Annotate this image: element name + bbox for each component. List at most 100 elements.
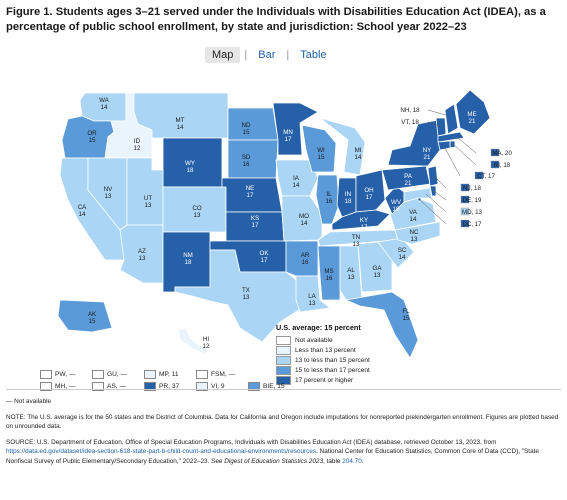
territory-swatch	[196, 381, 208, 391]
state-ak[interactable]	[57, 299, 113, 333]
territory-swatch	[92, 381, 104, 391]
state-abbr-label: NC	[410, 229, 419, 236]
state-value-label: 13	[309, 300, 316, 307]
state-abbr-label: CA	[78, 204, 87, 211]
state-value-label: 17	[285, 136, 292, 143]
state-az[interactable]	[119, 224, 164, 284]
state-abbr-label: SD	[242, 154, 251, 161]
legend-item: Not available	[276, 335, 370, 345]
state-value-label: 15	[243, 129, 250, 136]
state-abbr-label: WY	[185, 160, 195, 167]
territory-pw[interactable]: PW, —	[40, 369, 92, 379]
state-abbr-label: ME	[467, 111, 476, 118]
state-sd[interactable]	[227, 139, 279, 179]
state-abbr-label: OR	[87, 130, 97, 137]
state-value-label: 14	[301, 220, 308, 227]
callout-swatch	[474, 171, 484, 180]
state-ut[interactable]	[126, 157, 164, 226]
state-vt[interactable]	[435, 117, 447, 137]
legend-label: Not available	[295, 336, 333, 344]
territory-as[interactable]: AS, —	[92, 381, 144, 391]
source-part: .	[361, 457, 364, 465]
state-abbr-label: MN	[283, 129, 293, 136]
legend-swatch	[276, 345, 291, 355]
source-part: . National Center for Education Statisti…	[6, 448, 539, 465]
state-abbr-label: TX	[242, 287, 250, 294]
state-ky[interactable]	[331, 209, 391, 231]
state-la[interactable]	[295, 275, 331, 313]
territory-mh[interactable]: MH, —	[40, 381, 92, 391]
territory-label: MP, 11	[159, 370, 179, 378]
state-nc[interactable]	[394, 221, 441, 245]
state-me[interactable]	[455, 89, 491, 135]
state-ri[interactable]	[449, 140, 456, 149]
state-abbr-label: NE	[246, 185, 255, 192]
callout-label: CT, 17	[477, 173, 495, 180]
state-abbr-label: KY	[360, 217, 368, 224]
callout-swatch	[490, 148, 500, 157]
state-wi[interactable]	[301, 124, 337, 173]
state-abbr-label: PA	[404, 173, 413, 180]
state-nd[interactable]	[227, 107, 279, 141]
callout-leader-line	[443, 145, 461, 177]
divider	[6, 389, 561, 390]
callout-leader-line	[425, 193, 447, 213]
state-abbr-label: IN	[345, 191, 351, 198]
legend-label: Less than 13 percent	[295, 346, 356, 354]
callout-label: NJ, 18	[463, 185, 481, 192]
state-ny[interactable]	[387, 119, 441, 167]
state-value-label: 13	[105, 193, 112, 200]
territory-swatch	[40, 381, 52, 391]
territory-mp[interactable]: MP, 11	[144, 369, 196, 379]
callout-leader-line	[452, 143, 477, 166]
state-nj[interactable]	[427, 165, 439, 187]
state-ct[interactable]	[437, 140, 451, 151]
state-nh[interactable]	[444, 103, 459, 135]
state-value-label: 17	[252, 222, 259, 229]
state-abbr-label: WV	[391, 199, 402, 206]
source-link[interactable]: https://data.ed.gov/dataset/idea-section…	[6, 448, 317, 456]
tab-table[interactable]: Table	[300, 49, 327, 61]
state-fl[interactable]	[345, 291, 419, 359]
state-value-label: 18	[345, 198, 352, 205]
state-value-label: 21	[405, 180, 412, 187]
map-legend: U.S. average: 15 percent Not available L…	[276, 323, 370, 385]
not-available-note: — Not available	[6, 398, 52, 405]
state-mn[interactable]	[272, 102, 319, 156]
state-value-label: 14	[79, 211, 86, 218]
territory-fsm[interactable]: FSM, —	[196, 369, 248, 379]
legend-label: 13 to less than 15 percent	[295, 356, 370, 364]
state-abbr-label: MO	[299, 213, 309, 220]
state-abbr-label: MT	[176, 117, 185, 124]
legend-title: U.S. average: 15 percent	[276, 323, 361, 332]
state-tx[interactable]	[174, 249, 303, 343]
legend-swatch	[276, 375, 291, 385]
state-abbr-label: ID	[134, 138, 141, 145]
state-mo[interactable]	[281, 195, 323, 242]
tab-bar[interactable]: Bar	[258, 49, 276, 61]
state-oh[interactable]	[355, 169, 386, 213]
state-ms[interactable]	[317, 245, 341, 301]
state-md[interactable]	[403, 187, 433, 203]
territory-label: MH, —	[55, 382, 76, 390]
territory-swatch	[92, 369, 104, 379]
territory-vi[interactable]: VI, 9	[196, 381, 248, 391]
territory-label: PW, —	[55, 370, 76, 378]
tab-map[interactable]: Map	[205, 47, 241, 63]
state-value-label: 13	[348, 274, 355, 281]
territory-bie[interactable]: BIE, 15	[248, 381, 300, 391]
table-link[interactable]: 204.70	[342, 457, 362, 465]
callout-swatch	[460, 207, 470, 216]
state-ma[interactable]	[437, 131, 465, 143]
state-abbr-label: KS	[251, 215, 259, 222]
state-value-label: 15	[318, 154, 325, 161]
figure-notes: — Not available NOTE: The U.S. average i…	[6, 397, 561, 473]
state-value-label: 14	[293, 182, 300, 189]
territory-pr[interactable]: PR, 37	[144, 381, 196, 391]
state-ga[interactable]	[357, 241, 393, 293]
legend-swatch	[276, 355, 291, 365]
state-mt[interactable]	[133, 92, 229, 139]
state-hi[interactable]	[177, 327, 211, 355]
legend-item: Less than 13 percent	[276, 345, 370, 355]
territory-gu[interactable]: GU, —	[92, 369, 144, 379]
